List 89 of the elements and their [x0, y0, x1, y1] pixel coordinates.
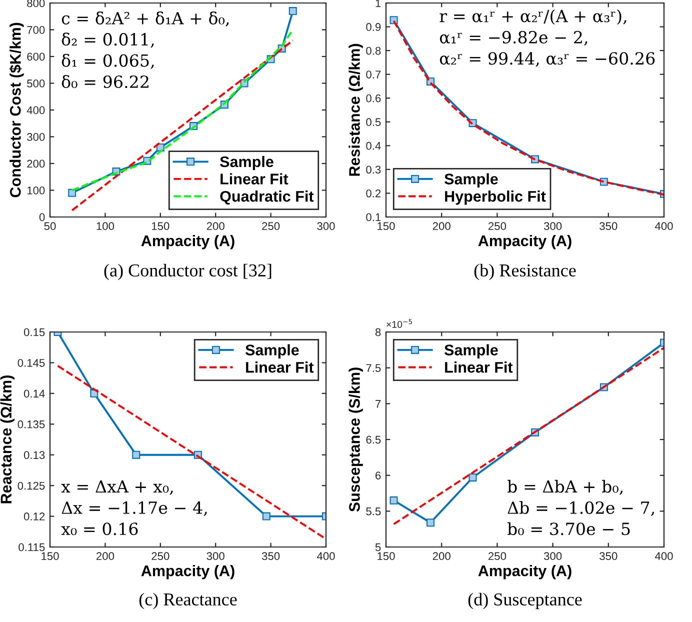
legend-label: Sample	[245, 344, 299, 358]
text: (b) Resistance	[474, 264, 576, 280]
y-tick-label: 0.115	[18, 543, 45, 552]
legend-label: Linear Fit	[445, 362, 513, 373]
y-tick-label: 0.2	[366, 189, 381, 198]
y-axis-title: Resistance (Ω/km)	[348, 44, 363, 176]
y-tick-label: 5.5	[366, 508, 381, 516]
x-tick-label: 200	[432, 552, 450, 560]
y-tick-label: 0.14	[24, 390, 45, 398]
y-tick-label: 0.5	[366, 118, 381, 126]
y-tick-label: 5	[375, 543, 381, 552]
y-tick-label: 200	[27, 160, 45, 168]
legend-label: Linear Fit	[220, 173, 288, 184]
y-tick-label: 7	[376, 400, 381, 408]
x-tick-label: 150	[378, 552, 395, 560]
annotation: r = α₁ʳ + α₂ʳ/(A + α₃ʳ), α₁ʳ = −9.82e − 2, α₂ʳ = 99.44, α₃ʳ = −60.26	[440, 9, 655, 67]
text: (d) Susceptance	[468, 592, 582, 610]
x-tick-label: 400	[654, 222, 673, 230]
point	[288, 7, 297, 16]
x-tick-label: 150	[42, 552, 59, 560]
x-tick-label: 350	[262, 552, 280, 560]
x-tick-label: 350	[600, 552, 618, 560]
legend-label: Sample	[444, 173, 498, 188]
y-tick-label: 0.135	[18, 420, 45, 428]
x-tick-label: 200	[96, 552, 114, 560]
x-tick-label: 300	[206, 552, 224, 560]
y-tick-label: 0.6	[366, 94, 381, 102]
y-tick-label: 0.1	[366, 213, 381, 222]
annotation: x = ΔxA + x₀, Δx = −1.17e − 4, x₀ = 0.16	[61, 480, 207, 536]
y-tick-label: 6	[376, 472, 381, 480]
y-axis-title: Reactance (Ω/km)	[0, 376, 15, 504]
text: (a) Conductor cost [32]	[104, 264, 272, 280]
y-tick-label: 6.5	[366, 436, 381, 444]
y-tick-label: 0.8	[366, 46, 381, 55]
x-tick-label: 350	[600, 222, 618, 230]
text: (c) Reactance	[139, 592, 237, 610]
x-tick-label: 300	[317, 222, 335, 230]
y-tick-label: 100	[27, 186, 45, 194]
y-tick-label: 0.12	[24, 512, 45, 520]
annotation: c = δ₂A² + δ₁A + δ₀, δ₂ = 0.011, δ₁ = 0.065, δ₀ = 96.22	[62, 11, 229, 88]
text: ×10$^{−5}$	[386, 319, 412, 328]
x-tick-label: 250	[488, 222, 506, 230]
x-axis-title: Ampacity (A)	[141, 234, 234, 250]
x-tick-label: 200	[432, 222, 450, 230]
x-tick-label: 150	[152, 222, 170, 230]
x-axis-title: Ampacity (A)	[478, 564, 572, 580]
y-tick-label: 0.125	[18, 482, 45, 490]
y-tick-label: 0.7	[366, 70, 381, 78]
point	[262, 512, 270, 520]
x-tick-label: 300	[544, 552, 562, 560]
y-tick-label: 0.145	[18, 358, 45, 367]
y-axis-title: Susceptance (S/km)	[348, 368, 363, 512]
x-tick-label: 250	[152, 552, 170, 560]
annotation: b = ΔbA + b₀, Δb = −1.02e − 7, b₀ = 3.70e − 5	[507, 480, 654, 536]
point	[426, 518, 434, 527]
legend-label: Sample	[220, 156, 274, 170]
x-tick-label: 300	[544, 222, 562, 230]
y-tick-label: 600	[27, 52, 45, 61]
y-tick-label: 500	[27, 80, 45, 88]
legend-label: Quadratic Fit	[220, 190, 314, 205]
x-tick-label: 150	[378, 222, 395, 230]
y-tick-label: 0.13	[24, 451, 45, 459]
x-tick-label: 250	[262, 222, 280, 230]
y-tick-label: 700	[27, 26, 45, 34]
legend-label: Linear Fit	[246, 362, 314, 373]
y-tick-label: 7.5	[366, 364, 381, 372]
x-tick-label: 200	[206, 222, 224, 230]
y-tick-label: 0.15	[24, 328, 45, 336]
y-tick-label: 0	[39, 213, 45, 222]
legend-label: Sample	[444, 344, 498, 358]
y-tick-label: 400	[26, 106, 45, 114]
x-tick-label: 100	[96, 222, 114, 230]
y-axis-title: Conductor Cost ($K/km)	[9, 22, 24, 198]
point	[132, 450, 140, 459]
point	[390, 496, 398, 504]
x-tick-label: 50	[44, 222, 56, 230]
point	[68, 188, 76, 197]
x-tick-label: 250	[488, 552, 506, 560]
point	[468, 473, 477, 482]
y-tick-label: 8	[375, 328, 381, 336]
y-tick-label: 300	[27, 133, 45, 141]
y-tick-label: 0.3	[366, 166, 381, 174]
x-axis-title: Ampacity (A)	[141, 564, 234, 580]
x-tick-label: 400	[316, 552, 335, 560]
x-tick-label: 400	[654, 552, 673, 560]
y-tick-label: 0.4	[366, 142, 381, 150]
legend-label: Hyperbolic Fit	[445, 190, 546, 205]
y-tick-label: 0.9	[366, 23, 381, 31]
x-axis-title: Ampacity (A)	[478, 234, 572, 250]
